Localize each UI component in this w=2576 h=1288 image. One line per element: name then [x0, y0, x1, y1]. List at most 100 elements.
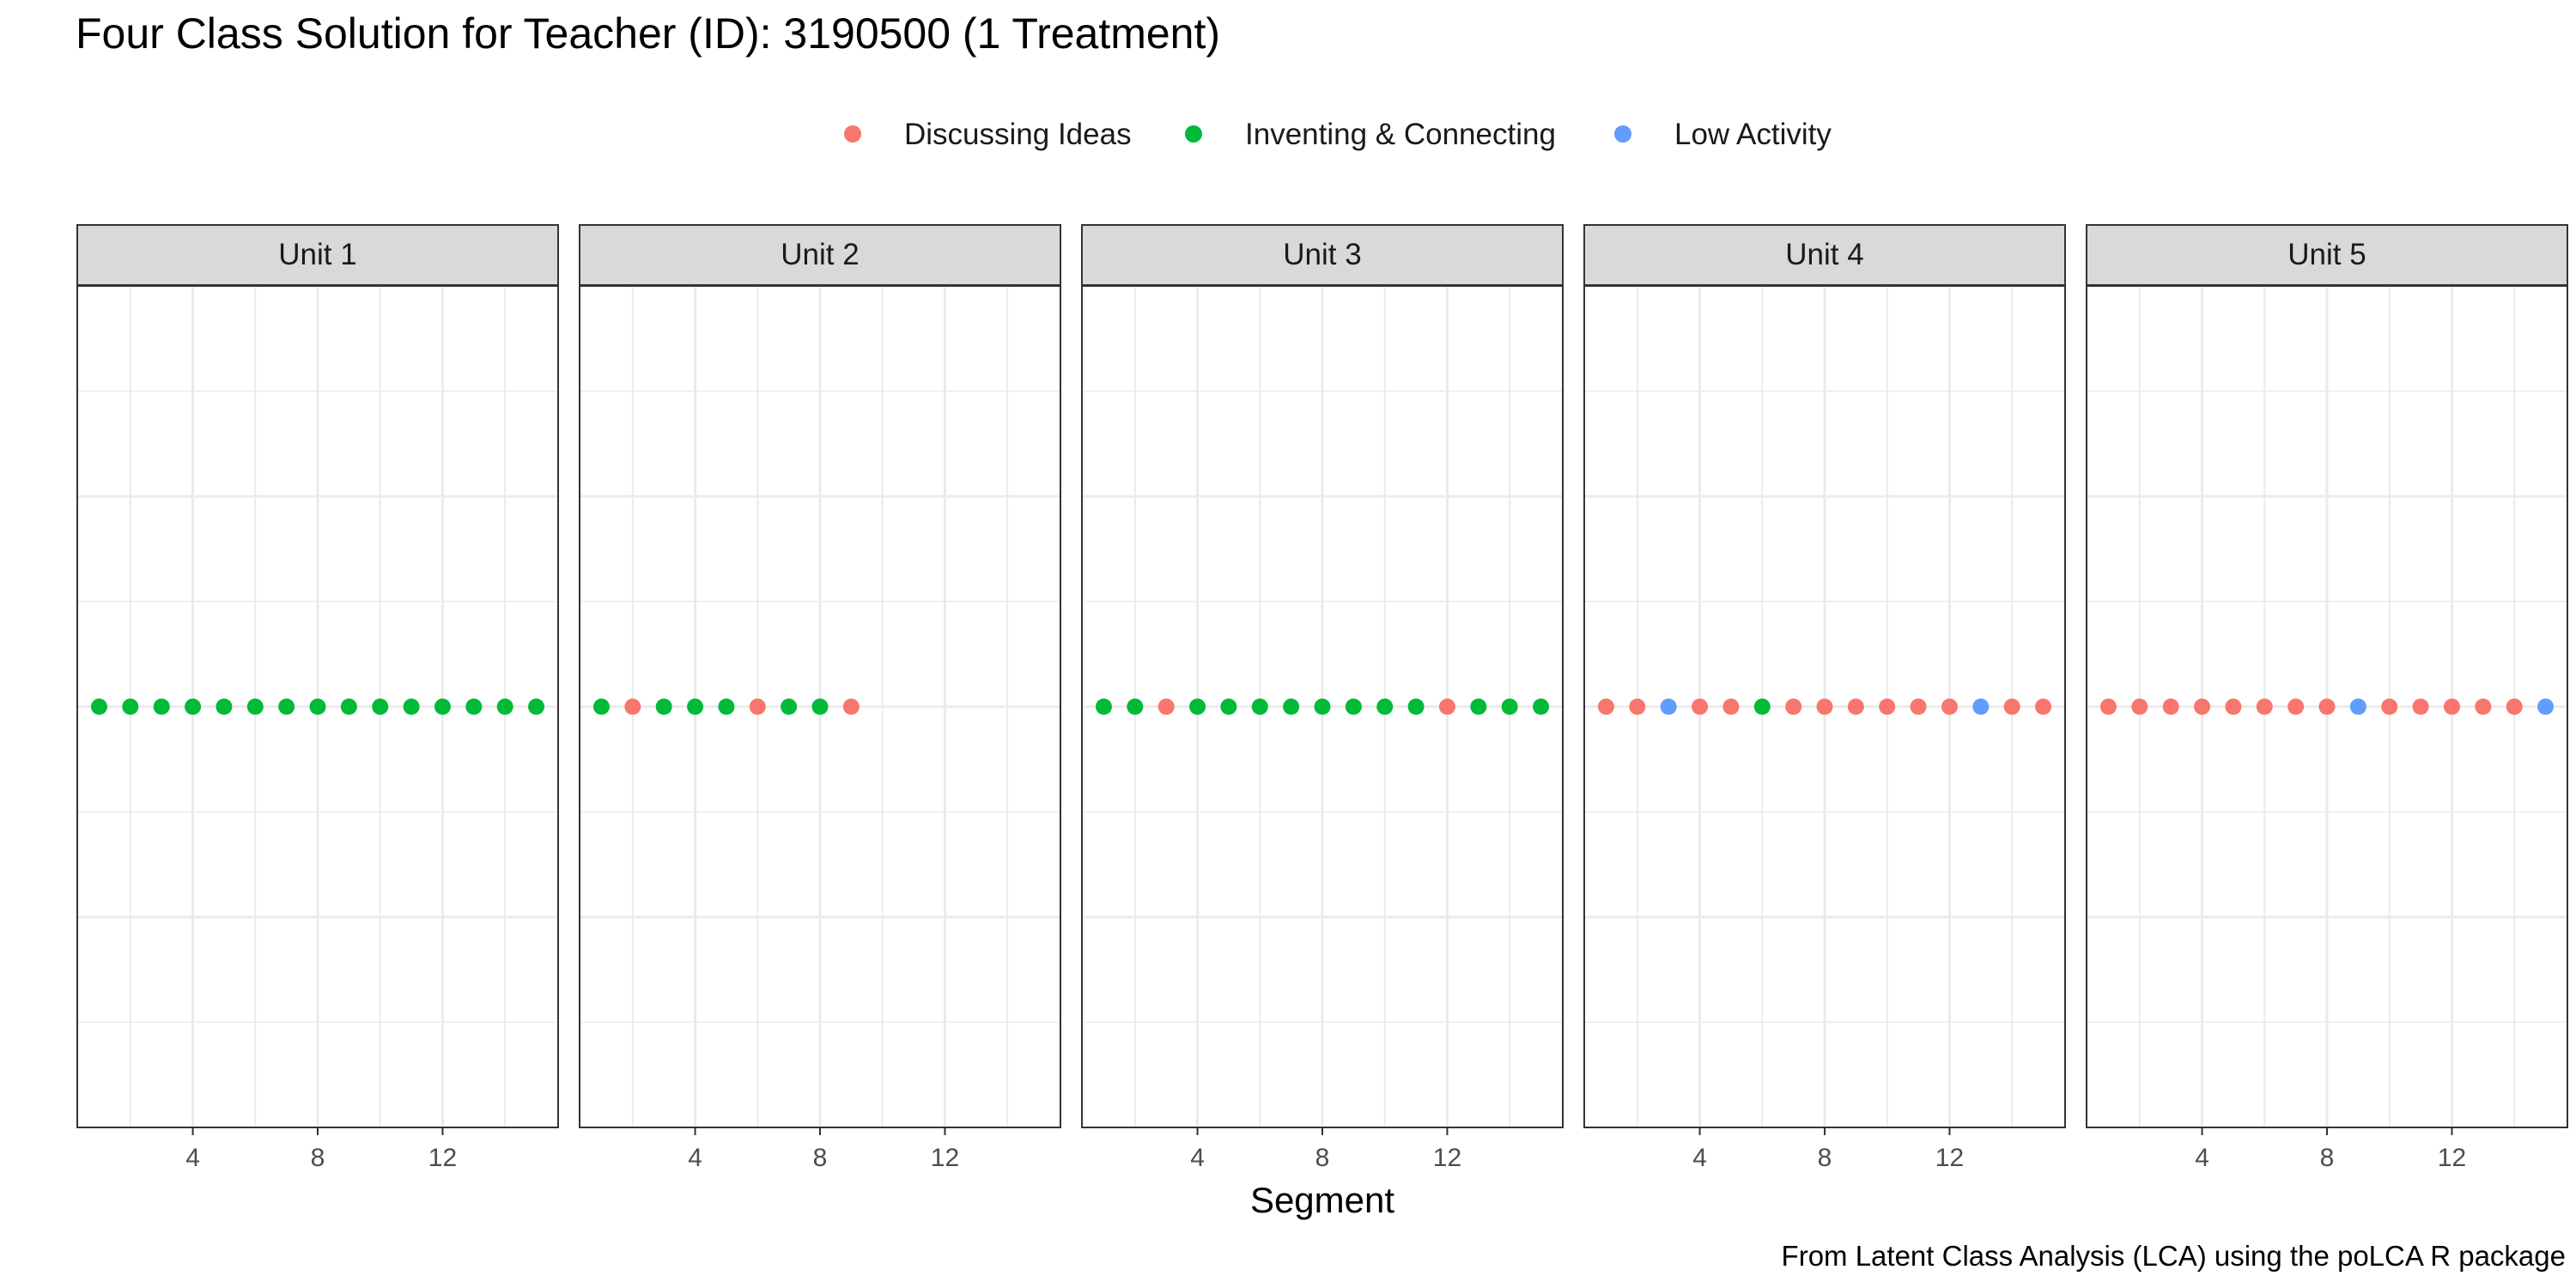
legend-label-2: Inventing & Connecting [1245, 118, 1556, 151]
data-point [2162, 698, 2179, 715]
chart-title: Four Class Solution for Teacher (ID): 31… [76, 9, 1220, 58]
data-point [1629, 698, 1646, 715]
data-point [2194, 698, 2211, 715]
facet-strip [579, 224, 1061, 286]
data-point [1816, 698, 1833, 715]
legend-key-2 [1185, 125, 1202, 143]
data-point [811, 698, 829, 715]
facet-strip-label: Unit 5 [2287, 238, 2366, 271]
x-tick-label: 4 [185, 1144, 200, 1172]
data-point [309, 698, 326, 715]
data-point [372, 698, 389, 715]
x-tick-label: 8 [2320, 1144, 2335, 1172]
data-point [528, 698, 545, 715]
data-point [1533, 698, 1550, 715]
facet-strip-label: Unit 3 [1283, 238, 1361, 271]
facet-panel-5: Unit 5 4 8 12 [2086, 224, 2568, 1172]
x-tick-label: 12 [931, 1144, 959, 1172]
x-tick-label: 4 [1692, 1144, 1707, 1172]
facet-strip [1081, 224, 1564, 286]
x-tick-label: 8 [1818, 1144, 1832, 1172]
data-point [465, 698, 483, 715]
data-point [2035, 698, 2052, 715]
facet-strip-label: Unit 1 [278, 238, 356, 271]
data-point [1597, 698, 1614, 715]
data-point [842, 698, 860, 715]
x-tick-label: 8 [311, 1144, 325, 1172]
data-point [2506, 698, 2523, 715]
facet-strip [1583, 224, 2066, 286]
data-point [1972, 698, 1990, 715]
data-point [1220, 698, 1237, 715]
data-point [2287, 698, 2305, 715]
legend-key-1 [844, 125, 861, 143]
data-point [1314, 698, 1331, 715]
data-point [1345, 698, 1362, 715]
data-point [1660, 698, 1677, 715]
data-point [2256, 698, 2273, 715]
data-point [1910, 698, 1927, 715]
facet-strip [76, 224, 559, 286]
data-point [1501, 698, 1518, 715]
facet-panels: Unit 1 4 8 12 Unit 2 4 8 12 Unit 3 4 8 12 Unit 4 4 8 12… [76, 224, 2568, 1172]
data-point [1722, 698, 1740, 715]
data-point [185, 698, 202, 715]
data-point [1438, 698, 1455, 715]
data-point [624, 698, 641, 715]
x-tick-label: 12 [428, 1144, 457, 1172]
data-point [1847, 698, 1864, 715]
x-tick-label: 4 [688, 1144, 702, 1172]
data-point [2381, 698, 2398, 715]
facet-panel-3: Unit 3 4 8 12 [1081, 224, 1564, 1172]
chart-caption: From Latent Class Analysis (LCA) using t… [1782, 1240, 2566, 1272]
x-tick-label: 12 [2438, 1144, 2466, 1172]
data-point [2475, 698, 2492, 715]
data-point [2537, 698, 2555, 715]
data-point [2099, 698, 2117, 715]
data-point [1189, 698, 1206, 715]
data-point [1407, 698, 1425, 715]
legend-label-3: Low Activity [1674, 118, 1832, 151]
data-point [2412, 698, 2429, 715]
data-point [1879, 698, 1896, 715]
legend-key-3 [1614, 125, 1631, 143]
data-point [340, 698, 357, 715]
data-point [122, 698, 139, 715]
facet-strip-label: Unit 4 [1785, 238, 1863, 271]
facet-panel-1: Unit 1 4 8 12 [76, 224, 559, 1172]
x-axis-label: Segment [1250, 1180, 1394, 1220]
data-point [718, 698, 735, 715]
data-point [1753, 698, 1771, 715]
facet-strip-label: Unit 2 [781, 238, 859, 271]
legend: Discussing Ideas Inventing & Connecting Lo… [844, 118, 1832, 151]
x-tick-label: 8 [813, 1144, 828, 1172]
data-point [2003, 698, 2020, 715]
data-point [216, 698, 233, 715]
data-point [496, 698, 513, 715]
data-point [1470, 698, 1487, 715]
data-point [1692, 698, 1709, 715]
data-point [2225, 698, 2242, 715]
data-point [90, 698, 107, 715]
x-tick-label: 4 [2195, 1144, 2209, 1172]
data-point [403, 698, 420, 715]
data-point [592, 698, 610, 715]
data-point [2349, 698, 2366, 715]
data-point [278, 698, 295, 715]
data-point [1157, 698, 1175, 715]
facet-strip [2086, 224, 2568, 286]
x-tick-label: 4 [1190, 1144, 1205, 1172]
x-tick-label: 8 [1315, 1144, 1330, 1172]
data-point [246, 698, 264, 715]
data-point [749, 698, 766, 715]
data-point [2443, 698, 2460, 715]
data-point [2318, 698, 2336, 715]
data-point [1251, 698, 1268, 715]
data-point [1127, 698, 1144, 715]
data-point [687, 698, 704, 715]
data-point [1095, 698, 1112, 715]
data-point [781, 698, 798, 715]
x-tick-label: 12 [1433, 1144, 1461, 1172]
data-point [655, 698, 672, 715]
